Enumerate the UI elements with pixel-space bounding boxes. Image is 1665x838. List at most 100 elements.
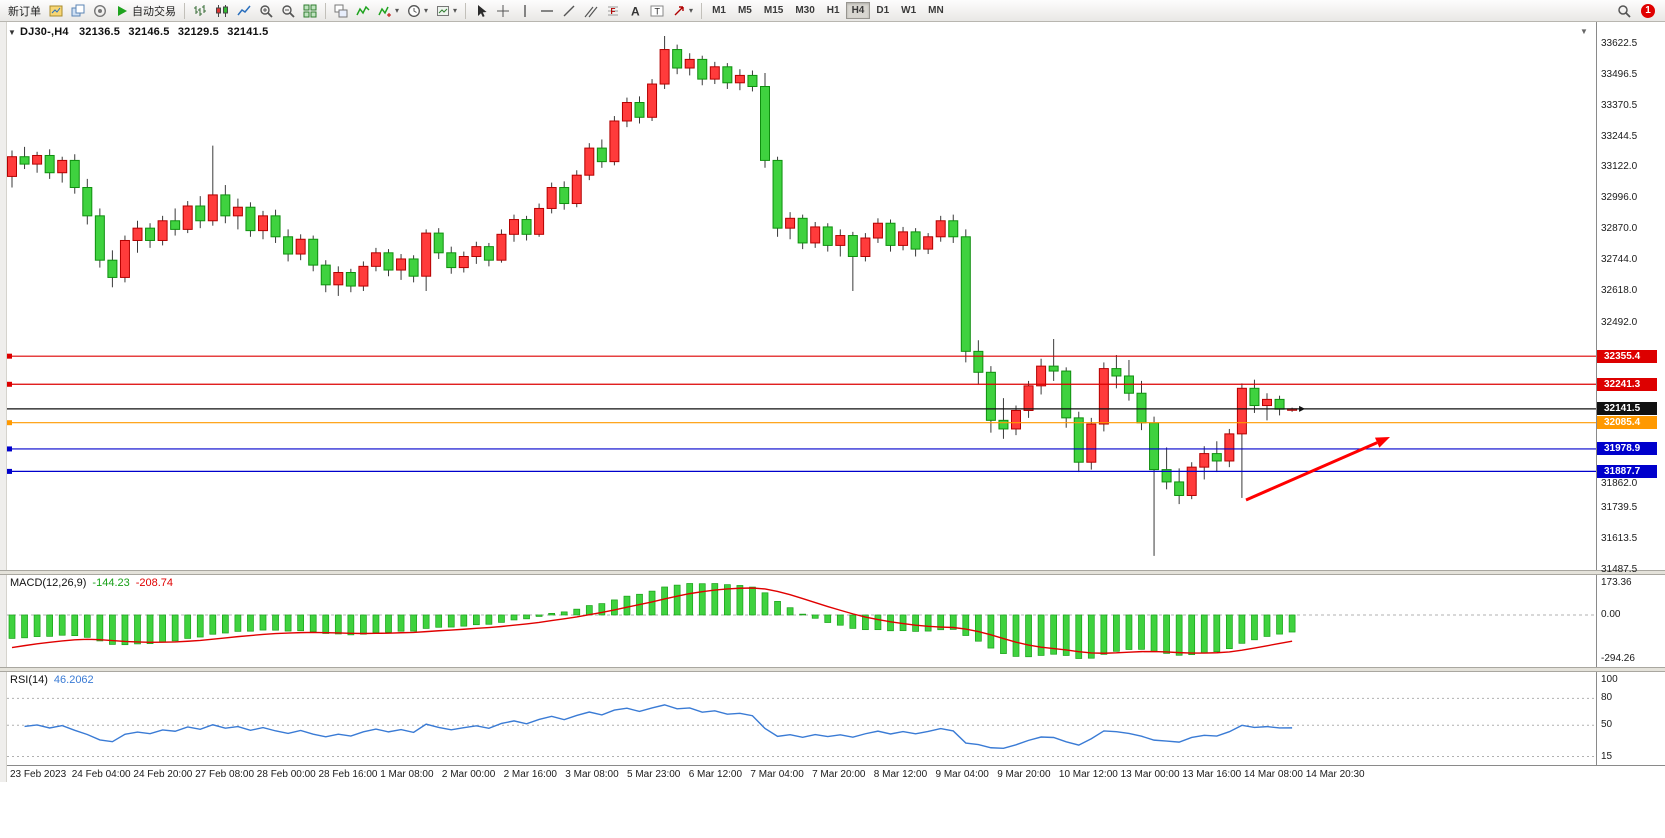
horizontal-line-icon xyxy=(540,4,554,18)
fibonacci-button[interactable]: F xyxy=(602,2,624,20)
search-button[interactable] xyxy=(1613,2,1635,20)
timeframe-m15-button[interactable]: M15 xyxy=(758,2,789,19)
candle xyxy=(396,254,407,280)
indicators-icon xyxy=(356,4,370,18)
candle xyxy=(822,223,833,252)
new-chart-button[interactable] xyxy=(45,2,67,20)
zoom-in-button[interactable] xyxy=(255,2,277,20)
tile-windows-button[interactable] xyxy=(299,2,321,20)
horizontal-line-button[interactable] xyxy=(536,2,558,20)
play-icon xyxy=(115,4,129,18)
candle xyxy=(1274,395,1285,416)
panel-separator[interactable] xyxy=(0,667,1665,672)
symbol-period-label: DJ30-,H4 xyxy=(20,26,69,38)
timeframe-d1-button[interactable]: D1 xyxy=(870,2,895,19)
candle xyxy=(82,178,93,225)
cursor-button[interactable] xyxy=(470,2,492,20)
candle xyxy=(534,203,545,237)
cascade-button[interactable] xyxy=(330,2,352,20)
candle xyxy=(760,72,770,168)
templates-button[interactable]: ▾ xyxy=(432,2,461,20)
trendline-button[interactable] xyxy=(558,2,580,20)
candle xyxy=(546,182,557,214)
timeframe-m30-button[interactable]: M30 xyxy=(789,2,820,19)
macd-title: MACD(12,26,9) xyxy=(10,577,87,589)
ohlc-header: DJ30-,H4 32136.5 32146.5 32129.5 32141.5 xyxy=(20,26,268,38)
arrows-button[interactable]: ▾ xyxy=(668,2,697,20)
line-anchor[interactable] xyxy=(7,353,12,359)
line-anchor[interactable] xyxy=(7,446,12,452)
price-axis-label: 32870.0 xyxy=(1601,223,1638,235)
text-label-button[interactable]: T xyxy=(646,2,668,20)
candle xyxy=(998,398,1009,439)
panel-separator[interactable] xyxy=(0,570,1665,575)
macd-header: MACD(12,26,9) -144.23 -208.74 xyxy=(10,577,173,589)
timeframe-w1-button[interactable]: W1 xyxy=(895,2,922,19)
rsi-line xyxy=(24,704,1293,749)
macd-axis-label: 173.36 xyxy=(1601,577,1632,588)
candle xyxy=(898,226,909,251)
candle xyxy=(195,196,206,229)
toolbar-separator xyxy=(465,2,467,19)
macd-axis-label: 0.00 xyxy=(1601,608,1621,620)
candle xyxy=(19,146,30,170)
chart-window[interactable] xyxy=(0,22,1665,838)
periods-button[interactable]: ▾ xyxy=(403,2,432,20)
channel-icon xyxy=(584,4,598,18)
indicators-button[interactable] xyxy=(352,2,374,20)
vertical-line-icon xyxy=(518,4,532,18)
bar-chart-button[interactable] xyxy=(189,2,211,20)
indicators-list-button[interactable]: ▾ xyxy=(374,2,403,20)
symbol-dropdown-icon[interactable]: ▼ xyxy=(8,28,16,37)
candle xyxy=(659,35,670,89)
time-axis-label: 28 Feb 16:00 xyxy=(318,769,378,780)
timeframe-h4-button[interactable]: H4 xyxy=(845,2,871,19)
candle xyxy=(107,250,118,288)
candle xyxy=(722,63,733,89)
candle xyxy=(910,228,921,257)
time-axis-label: 14 Mar 20:30 xyxy=(1305,769,1365,780)
candle xyxy=(220,185,231,224)
candle xyxy=(1199,446,1210,480)
timeframe-m1-button[interactable]: M1 xyxy=(706,2,732,19)
candle xyxy=(145,223,156,248)
time-axis-label: 2 Mar 00:00 xyxy=(441,769,496,780)
new-order-button[interactable]: 新订单 xyxy=(4,2,45,20)
notification-badge[interactable]: 1 xyxy=(1641,3,1655,18)
crosshair-button[interactable] xyxy=(492,2,514,20)
candle xyxy=(1262,393,1272,421)
periods-icon xyxy=(407,4,421,18)
candle xyxy=(32,151,43,173)
channel-button[interactable] xyxy=(580,2,602,20)
profiles-button[interactable] xyxy=(67,2,89,20)
rsi-title: RSI(14) xyxy=(10,674,48,686)
text-button[interactable]: A xyxy=(624,2,646,20)
chart-menu-icon[interactable]: ▼ xyxy=(1580,27,1588,36)
auto-trading-button[interactable]: 自动交易 xyxy=(111,2,180,20)
candle xyxy=(1036,358,1047,395)
line-anchor[interactable] xyxy=(7,420,12,426)
timeframe-mn-button[interactable]: MN xyxy=(922,2,950,19)
market-watch-button[interactable] xyxy=(89,2,111,20)
vertical-line-button[interactable] xyxy=(514,2,536,20)
candle xyxy=(408,255,419,283)
candle xyxy=(684,53,695,76)
macd-axis-label: -294.26 xyxy=(1601,653,1635,664)
candle xyxy=(810,222,821,248)
trend-arrow-annotation[interactable] xyxy=(1245,437,1390,502)
timeframe-m5-button[interactable]: M5 xyxy=(732,2,758,19)
line-anchor[interactable] xyxy=(7,468,12,474)
candle xyxy=(69,154,80,194)
zoom-out-button[interactable] xyxy=(277,2,299,20)
line-anchor[interactable] xyxy=(7,381,12,387)
toolbar-right: 1 xyxy=(1613,2,1661,20)
candle xyxy=(1287,407,1298,412)
candle xyxy=(345,268,356,293)
line-chart-button[interactable] xyxy=(233,2,255,20)
candle xyxy=(258,210,268,240)
timeframe-h1-button[interactable]: H1 xyxy=(821,2,846,19)
price-tag-31887.7: 31887.7 xyxy=(1597,464,1657,478)
candle xyxy=(960,229,971,363)
current-price-pointer xyxy=(1299,405,1306,412)
candlestick-chart-button[interactable] xyxy=(211,2,233,20)
